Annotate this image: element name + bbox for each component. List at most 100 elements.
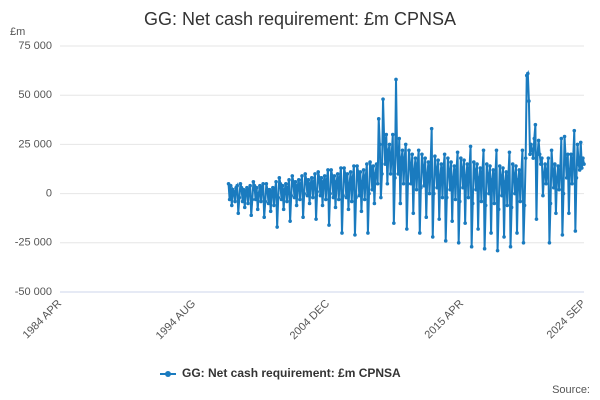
point bbox=[290, 174, 295, 178]
point bbox=[448, 187, 452, 192]
point bbox=[307, 201, 312, 206]
point bbox=[430, 235, 435, 239]
point bbox=[300, 174, 304, 178]
point bbox=[489, 231, 493, 235]
point bbox=[455, 150, 460, 155]
point bbox=[469, 244, 474, 249]
point bbox=[465, 162, 470, 166]
point bbox=[457, 199, 462, 204]
point bbox=[526, 71, 530, 76]
chart-title: GG: Net cash requirement: £m CPNSA bbox=[144, 9, 456, 29]
point bbox=[244, 189, 248, 194]
point bbox=[313, 172, 317, 176]
point bbox=[387, 142, 392, 147]
point bbox=[476, 227, 480, 231]
y-tick-label: -25 000 bbox=[15, 237, 52, 249]
point bbox=[578, 140, 583, 145]
point bbox=[334, 179, 339, 184]
point bbox=[454, 168, 459, 172]
point bbox=[395, 152, 399, 157]
point bbox=[427, 191, 432, 196]
y-tick-label: 25 000 bbox=[18, 138, 52, 150]
point bbox=[415, 162, 420, 166]
point bbox=[327, 223, 331, 227]
point bbox=[504, 170, 509, 174]
point bbox=[408, 162, 412, 166]
legend-swatch-dot bbox=[165, 371, 171, 377]
point bbox=[335, 172, 340, 176]
point bbox=[546, 156, 551, 160]
point bbox=[247, 187, 251, 192]
point bbox=[251, 179, 256, 184]
point bbox=[556, 164, 560, 168]
point bbox=[467, 166, 472, 170]
point bbox=[289, 193, 294, 198]
point bbox=[355, 164, 359, 168]
point bbox=[269, 189, 274, 194]
point bbox=[261, 181, 265, 186]
point bbox=[383, 162, 388, 166]
point bbox=[429, 126, 434, 131]
point bbox=[550, 168, 555, 172]
point bbox=[441, 166, 446, 170]
point bbox=[581, 156, 585, 160]
point bbox=[444, 195, 449, 200]
point bbox=[294, 203, 299, 208]
point bbox=[490, 178, 494, 182]
point bbox=[276, 195, 281, 200]
point bbox=[240, 199, 245, 204]
y-tick-label: 75 000 bbox=[18, 40, 52, 52]
point bbox=[582, 162, 586, 166]
point bbox=[575, 142, 580, 147]
point bbox=[510, 162, 515, 166]
point bbox=[331, 195, 336, 200]
point bbox=[543, 162, 547, 166]
point bbox=[367, 191, 371, 196]
point bbox=[332, 174, 337, 178]
point bbox=[288, 219, 292, 223]
point bbox=[277, 176, 282, 180]
point bbox=[323, 197, 328, 202]
point bbox=[274, 179, 278, 184]
y-tick-label: 50 000 bbox=[18, 89, 52, 101]
point bbox=[346, 207, 351, 212]
point bbox=[488, 164, 492, 168]
x-tick-label: 2024 SEP bbox=[545, 298, 589, 342]
point bbox=[564, 176, 569, 180]
point bbox=[299, 181, 303, 186]
point bbox=[379, 195, 383, 200]
point bbox=[511, 172, 516, 176]
point bbox=[348, 170, 353, 174]
point bbox=[424, 215, 429, 220]
point bbox=[398, 201, 403, 206]
point bbox=[370, 187, 375, 192]
point bbox=[425, 172, 430, 176]
y-unit: £m bbox=[10, 26, 25, 38]
point bbox=[341, 193, 345, 198]
point bbox=[293, 179, 298, 184]
point bbox=[373, 172, 378, 176]
point bbox=[406, 181, 410, 186]
point bbox=[413, 156, 418, 160]
point bbox=[416, 148, 421, 153]
point bbox=[284, 181, 288, 186]
point bbox=[376, 117, 381, 121]
point bbox=[541, 193, 545, 198]
point bbox=[315, 189, 319, 194]
point bbox=[493, 172, 498, 176]
point bbox=[438, 174, 443, 178]
point bbox=[508, 244, 513, 249]
point bbox=[385, 181, 390, 186]
point bbox=[357, 193, 362, 198]
point bbox=[428, 164, 433, 168]
point bbox=[468, 144, 473, 149]
point bbox=[301, 215, 305, 220]
point bbox=[501, 166, 505, 170]
point bbox=[390, 132, 395, 137]
point bbox=[328, 191, 332, 196]
point bbox=[548, 201, 553, 206]
point bbox=[254, 185, 259, 190]
point bbox=[461, 185, 465, 190]
point bbox=[568, 168, 572, 172]
